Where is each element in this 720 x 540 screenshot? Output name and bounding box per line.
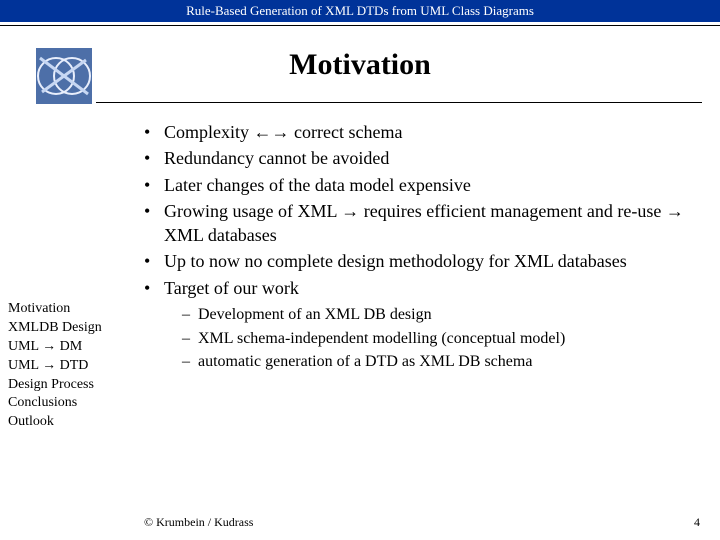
sidebar-item-design-process[interactable]: Design Process <box>8 376 138 395</box>
header-underline <box>0 25 720 26</box>
header-title: Rule-Based Generation of XML DTDs from U… <box>186 3 534 18</box>
header-bar: Rule-Based Generation of XML DTDs from U… <box>0 0 720 22</box>
sidebar-item-xmldb-design[interactable]: XMLDB Design <box>8 319 138 338</box>
bullet-text: Later changes of the data model expensiv… <box>164 175 471 195</box>
outline-sidebar: Motivation XMLDB Design UML → DM UML → D… <box>8 300 138 432</box>
slide-decorative-icon <box>36 48 92 104</box>
sub-bullet-item: XML schema-independent modelling (concep… <box>182 328 690 350</box>
sub-bullet-list: Development of an XML DB design XML sche… <box>182 304 690 373</box>
bullet-text: Complexity ←→ correct schema <box>164 122 402 142</box>
bullet-item: Complexity ←→ correct schema <box>144 120 690 144</box>
sidebar-item-uml-dm[interactable]: UML → DM <box>8 338 138 357</box>
sub-bullet-text: XML schema-independent modelling (concep… <box>198 330 565 347</box>
title-rule <box>96 102 702 103</box>
bullet-item: Target of our work Development of an XML… <box>144 276 690 373</box>
bullet-item: Growing usage of XML → requires efficien… <box>144 199 690 248</box>
footer-credit: © Krumbein / Kudrass <box>144 515 253 530</box>
bullet-text: Target of our work <box>164 278 299 298</box>
bullet-item: Up to now no complete design methodology… <box>144 249 690 273</box>
bullet-text: Growing usage of XML → requires efficien… <box>164 201 684 245</box>
sidebar-item-motivation[interactable]: Motivation <box>8 300 138 319</box>
sidebar-item-uml-dtd[interactable]: UML → DTD <box>8 357 138 376</box>
bullet-text: Up to now no complete design methodology… <box>164 251 627 271</box>
page-number: 4 <box>694 515 700 530</box>
sidebar-item-outlook[interactable]: Outlook <box>8 413 138 432</box>
sidebar-item-conclusions[interactable]: Conclusions <box>8 394 138 413</box>
bullet-text: Redundancy cannot be avoided <box>164 148 389 168</box>
footer: © Krumbein / Kudrass 4 <box>144 515 700 530</box>
content-area: Complexity ←→ correct schema Redundancy … <box>144 120 690 375</box>
slide-title: Motivation <box>0 48 720 82</box>
sub-bullet-item: automatic generation of a DTD as XML DB … <box>182 351 690 373</box>
bullet-item: Redundancy cannot be avoided <box>144 146 690 170</box>
bullet-list: Complexity ←→ correct schema Redundancy … <box>144 120 690 373</box>
sub-bullet-text: automatic generation of a DTD as XML DB … <box>198 353 532 370</box>
bullet-item: Later changes of the data model expensiv… <box>144 173 690 197</box>
sub-bullet-item: Development of an XML DB design <box>182 304 690 326</box>
sub-bullet-text: Development of an XML DB design <box>198 306 432 323</box>
